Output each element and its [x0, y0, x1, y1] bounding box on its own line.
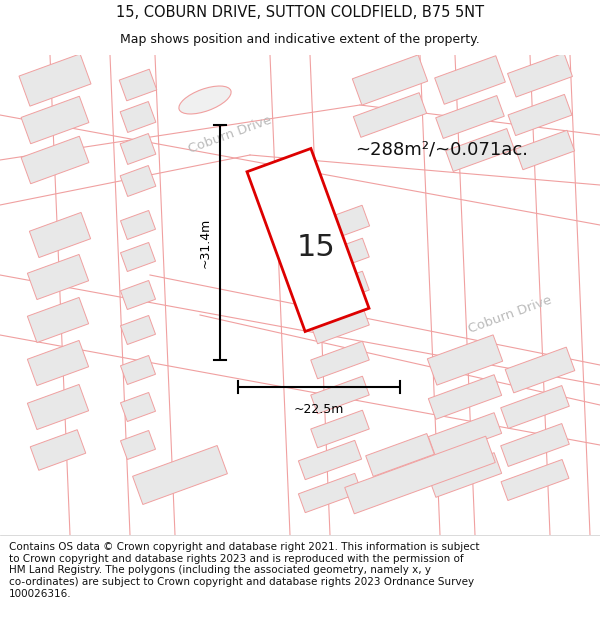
Text: Map shows position and indicative extent of the property.: Map shows position and indicative extent… — [120, 33, 480, 46]
Polygon shape — [121, 356, 155, 384]
Polygon shape — [120, 101, 156, 132]
Polygon shape — [352, 55, 428, 105]
Polygon shape — [19, 54, 91, 106]
Polygon shape — [310, 205, 370, 245]
Polygon shape — [121, 242, 155, 271]
Polygon shape — [28, 298, 89, 343]
Polygon shape — [133, 446, 227, 504]
Polygon shape — [311, 410, 369, 447]
Polygon shape — [119, 69, 157, 101]
Polygon shape — [427, 335, 503, 385]
Polygon shape — [353, 92, 427, 138]
Polygon shape — [298, 441, 362, 479]
Polygon shape — [120, 166, 156, 196]
Polygon shape — [120, 134, 156, 164]
Polygon shape — [28, 341, 89, 386]
Polygon shape — [345, 436, 495, 514]
Polygon shape — [501, 459, 569, 501]
Text: 15: 15 — [296, 234, 335, 262]
Polygon shape — [311, 376, 369, 414]
Polygon shape — [21, 96, 89, 144]
Polygon shape — [121, 281, 155, 309]
Polygon shape — [505, 347, 575, 393]
Ellipse shape — [179, 86, 231, 114]
Polygon shape — [28, 384, 89, 429]
Polygon shape — [121, 316, 155, 344]
Polygon shape — [508, 94, 572, 136]
Polygon shape — [21, 136, 89, 184]
Polygon shape — [436, 96, 505, 139]
Polygon shape — [311, 341, 369, 379]
Polygon shape — [311, 238, 369, 276]
Polygon shape — [28, 254, 89, 299]
Polygon shape — [121, 431, 155, 459]
Polygon shape — [500, 386, 569, 429]
Polygon shape — [311, 271, 369, 309]
Polygon shape — [428, 375, 502, 419]
Polygon shape — [121, 211, 155, 239]
Polygon shape — [247, 149, 369, 331]
Text: Coburn Drive: Coburn Drive — [187, 114, 274, 156]
Polygon shape — [428, 412, 502, 458]
Text: Contains OS data © Crown copyright and database right 2021. This information is : Contains OS data © Crown copyright and d… — [9, 542, 479, 599]
Polygon shape — [311, 306, 369, 344]
Text: ~288m²/~0.071ac.: ~288m²/~0.071ac. — [355, 141, 528, 159]
Polygon shape — [121, 392, 155, 421]
Polygon shape — [446, 129, 514, 171]
Text: ~22.5m: ~22.5m — [294, 403, 344, 416]
Polygon shape — [500, 424, 569, 466]
Polygon shape — [361, 464, 430, 506]
Polygon shape — [428, 452, 502, 498]
Polygon shape — [434, 56, 505, 104]
Text: ~31.4m: ~31.4m — [199, 217, 212, 268]
Polygon shape — [508, 53, 572, 97]
Polygon shape — [29, 213, 91, 258]
Polygon shape — [365, 434, 434, 476]
Text: 15, COBURN DRIVE, SUTTON COLDFIELD, B75 5NT: 15, COBURN DRIVE, SUTTON COLDFIELD, B75 … — [116, 4, 484, 19]
Text: Coburn Drive: Coburn Drive — [466, 294, 554, 336]
Polygon shape — [30, 430, 86, 470]
Polygon shape — [298, 473, 362, 512]
Polygon shape — [515, 130, 575, 170]
